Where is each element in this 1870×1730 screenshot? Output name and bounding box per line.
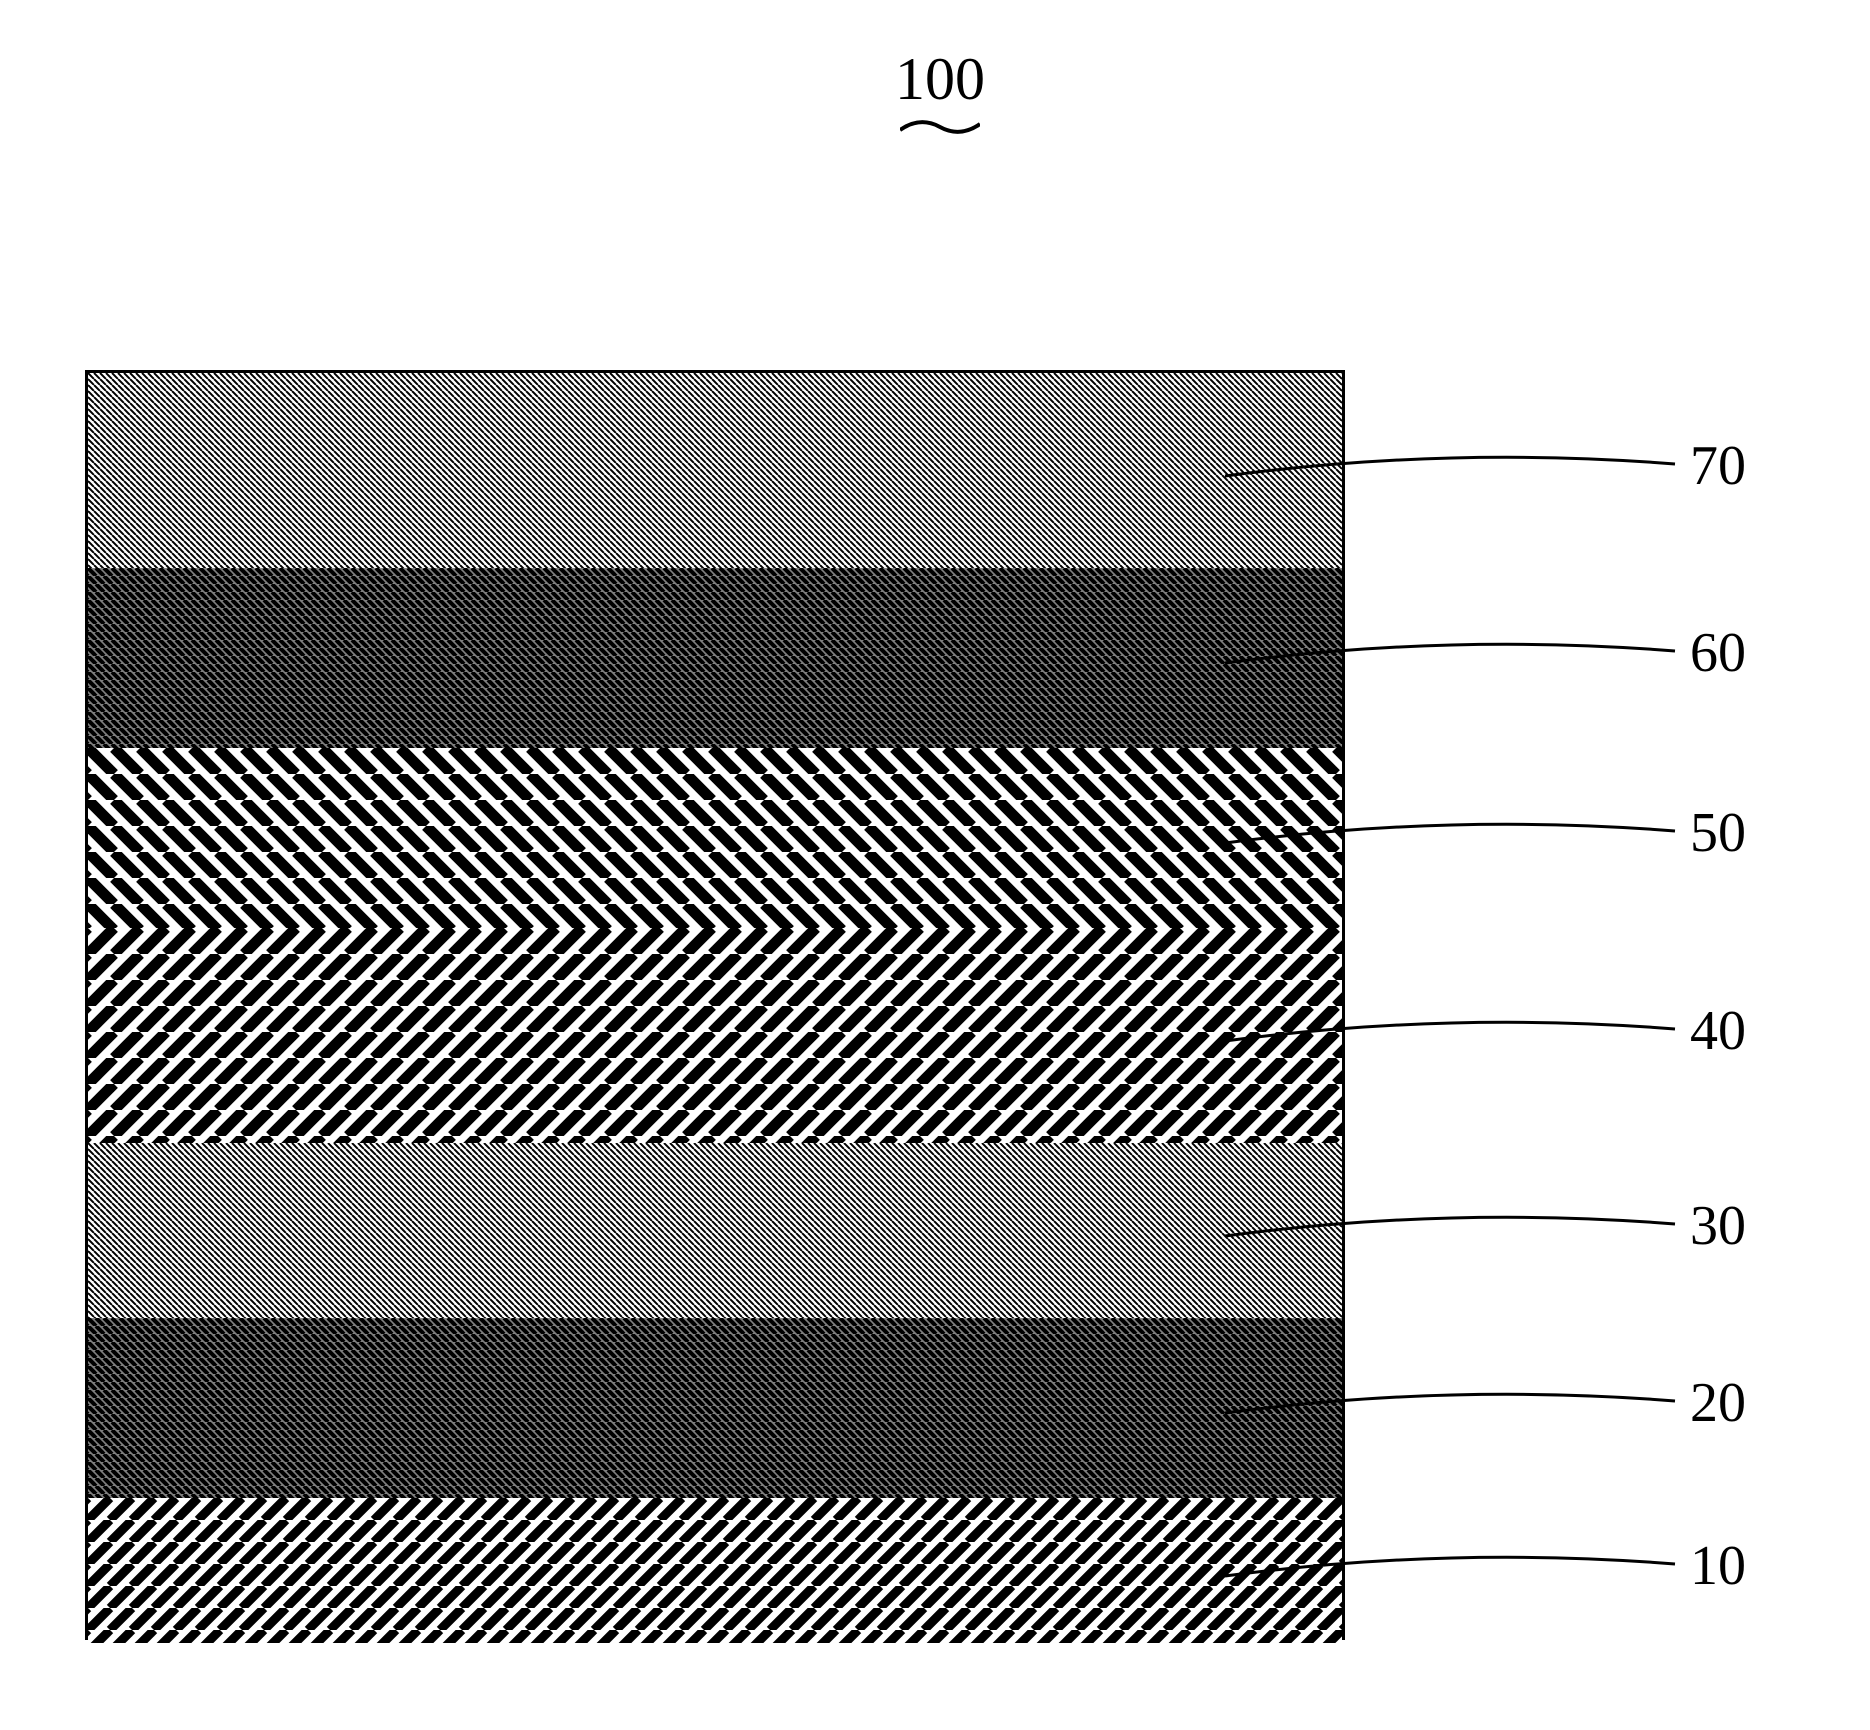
layer-50 [88,748,1342,928]
callout-label-70: 70 [1690,434,1746,498]
diagram-canvas: 100 10 20 30 40 50 60 70 [0,0,1870,1730]
callout-label-40: 40 [1690,999,1746,1063]
leader-line-30 [1215,1184,1685,1276]
callout-label-50: 50 [1690,801,1746,865]
leader-line-70 [1215,424,1685,516]
leader-line-20 [1215,1361,1685,1453]
leader-line-40 [1215,989,1685,1081]
layer-40 [88,928,1342,1143]
leader-line-10 [1215,1524,1685,1616]
figure-number-label: 100 [895,45,985,114]
callout-label-10: 10 [1690,1534,1746,1598]
layer-30 [88,1143,1342,1318]
callout-label-60: 60 [1690,621,1746,685]
leader-line-60 [1215,611,1685,703]
callout-label-30: 30 [1690,1194,1746,1258]
callout-label-20: 20 [1690,1371,1746,1435]
layer-70 [88,373,1342,568]
layer-10 [88,1498,1342,1643]
layer-20 [88,1318,1342,1498]
figure-number-tilde [900,118,980,136]
layer-stack [85,370,1345,1640]
leader-line-50 [1215,791,1685,883]
layer-60 [88,568,1342,748]
